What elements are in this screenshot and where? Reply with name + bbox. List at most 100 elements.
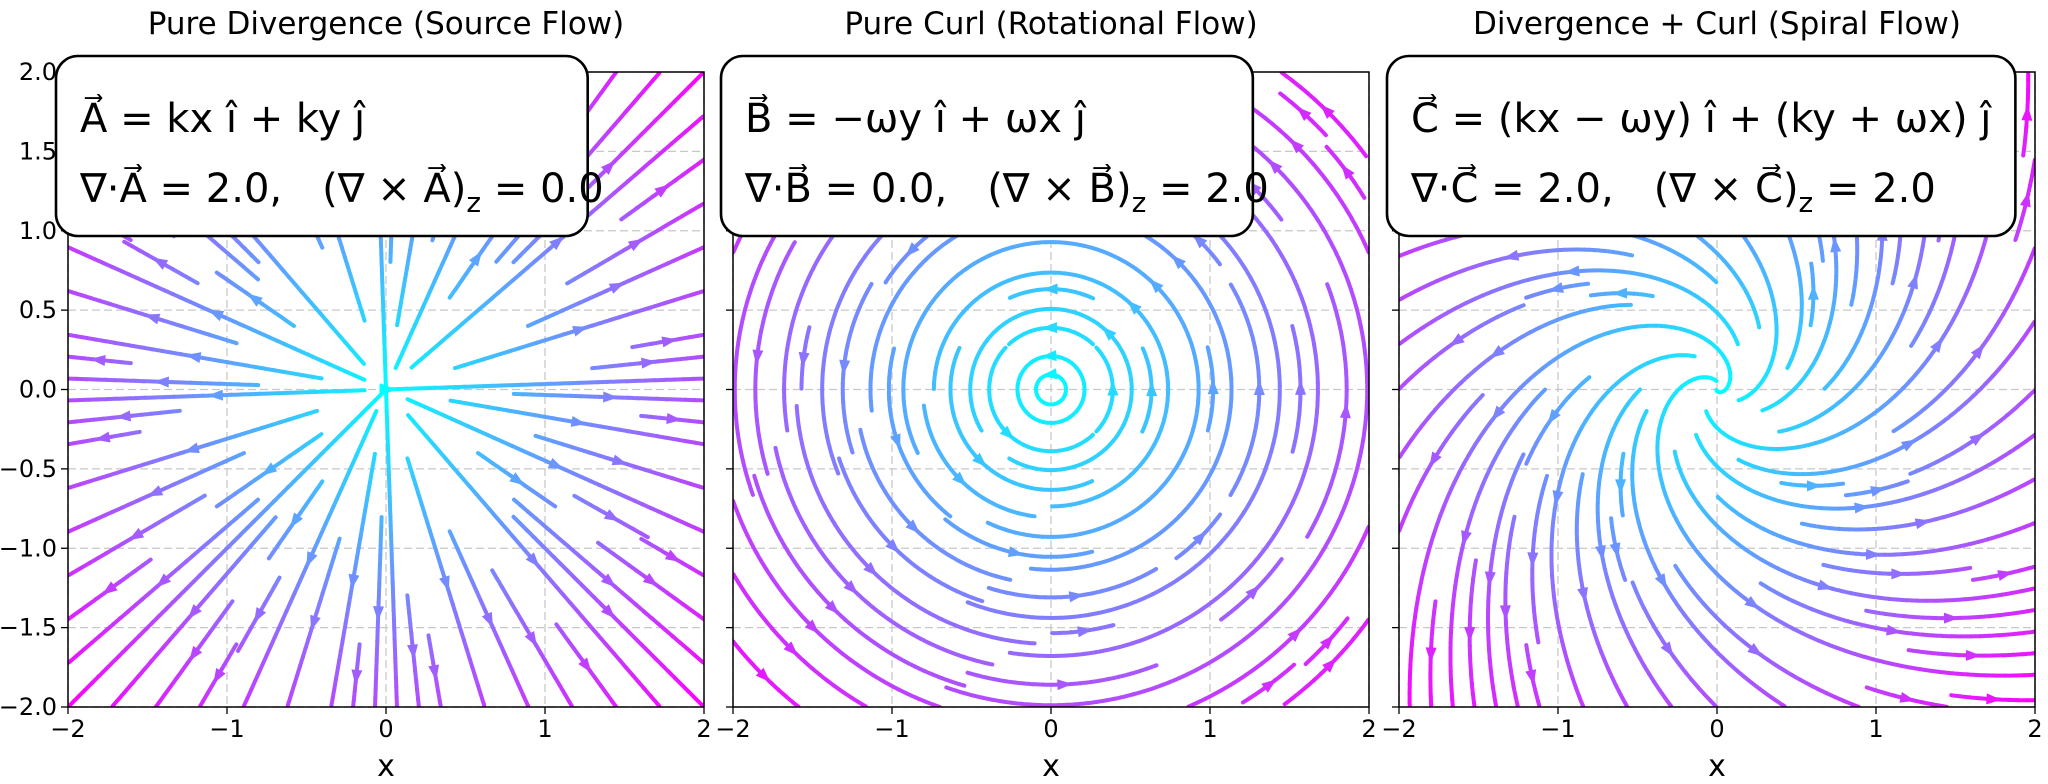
arrow-head <box>153 376 169 388</box>
arrow-head <box>439 575 450 592</box>
arrow-head <box>1322 658 1337 673</box>
arrow-head <box>525 552 540 568</box>
x-axis-label: x <box>377 749 395 784</box>
y-tick-label: −2.0 <box>0 693 57 721</box>
streamline <box>1026 513 1037 519</box>
y-tick-label: −1.0 <box>0 534 57 562</box>
arrow-head <box>1296 106 1312 122</box>
x-tick-label: −2 <box>715 715 750 743</box>
arrow-head <box>952 471 967 487</box>
arrow-head <box>600 573 616 588</box>
streamline <box>696 613 704 622</box>
arrow-head <box>755 667 771 683</box>
streamline <box>1106 623 1116 629</box>
arrow-head <box>608 282 625 294</box>
x-tick-label: 1 <box>1202 715 1217 743</box>
streamline <box>153 699 162 707</box>
streamline <box>699 289 704 294</box>
arrow-head <box>524 630 537 647</box>
arrow-head <box>627 238 644 252</box>
streamline <box>696 157 704 166</box>
streamline <box>696 419 704 425</box>
streamline <box>791 700 801 707</box>
streamline <box>1152 567 1159 572</box>
streamline <box>610 699 619 707</box>
arrow-head <box>640 357 657 369</box>
arrow-head <box>1068 591 1085 603</box>
arrow-head <box>603 509 620 522</box>
streamline <box>68 441 76 446</box>
streamline <box>198 699 205 707</box>
streamline <box>122 239 134 248</box>
arrow-head <box>905 242 920 257</box>
streamline <box>981 660 995 667</box>
separator: , <box>269 166 282 212</box>
streamline <box>110 702 116 707</box>
streamline <box>913 445 920 455</box>
arrow-head <box>1341 164 1355 180</box>
streamline <box>1287 662 1297 671</box>
streamline <box>883 273 892 285</box>
streamline <box>696 202 704 209</box>
streamline <box>699 659 704 665</box>
streamline <box>656 72 662 77</box>
streamline <box>416 697 421 707</box>
arrow-head <box>798 351 810 368</box>
streamline <box>869 403 874 413</box>
arrow-head <box>1339 403 1351 419</box>
arrow-head <box>147 485 164 497</box>
arrow-head <box>1192 234 1208 249</box>
arrow-head <box>783 641 799 656</box>
arrow-head <box>1319 634 1335 650</box>
arrow-head <box>185 352 202 363</box>
panel: Pure Divergence (Source Flow) x −2 −1 0 1 2 −2.… <box>0 6 712 784</box>
streamline <box>655 701 662 707</box>
arrow-head <box>380 383 395 395</box>
arrow-head <box>890 433 901 450</box>
arrow-head <box>348 573 360 590</box>
streamline <box>329 696 335 707</box>
arrow-head <box>804 619 820 634</box>
streamline <box>68 613 76 622</box>
arrow-head <box>664 549 681 562</box>
arrow-head <box>642 573 659 587</box>
arrow-head <box>152 257 169 270</box>
x-tick-label: 1 <box>537 715 552 743</box>
arrow-head <box>1320 104 1335 119</box>
panel-title: Pure Divergence (Source Flow) <box>148 6 625 42</box>
y-tick-label: −0.5 <box>0 455 57 483</box>
streamline <box>943 510 953 519</box>
streamline <box>567 699 574 707</box>
arrow-head <box>1192 530 1207 546</box>
x-tick-label: −1 <box>874 715 909 743</box>
arrow-head <box>654 184 670 198</box>
streamline <box>68 570 76 577</box>
streamline <box>1205 345 1212 357</box>
y-tick-label: −1.5 <box>0 614 57 642</box>
arrow-head <box>289 512 304 528</box>
arrow-head <box>1261 679 1277 693</box>
curl-value: 0.0 <box>540 166 604 212</box>
streamline <box>1363 617 1369 626</box>
streamline <box>1325 282 1331 291</box>
streamline <box>68 701 74 707</box>
streamline <box>1290 324 1296 332</box>
arrow-head <box>208 309 225 322</box>
formula: A⃗ = kx î + ky ĵ <box>80 94 366 142</box>
streamline <box>1215 512 1223 521</box>
streamline <box>697 484 704 490</box>
streamline <box>1228 282 1234 288</box>
streamline <box>1153 663 1159 668</box>
arrow-head <box>509 472 525 486</box>
y-tick-label: 0.5 <box>19 296 57 324</box>
y-tick-label: 2.0 <box>19 58 57 86</box>
arrow-head <box>156 573 172 588</box>
arrow-head <box>1253 380 1265 396</box>
x-tick-label: 0 <box>1043 715 1058 743</box>
streamline <box>546 499 558 509</box>
arrow-head <box>885 538 900 554</box>
x-tick-label: −1 <box>209 715 244 743</box>
arrow-head <box>187 604 202 620</box>
streamline <box>857 700 868 707</box>
